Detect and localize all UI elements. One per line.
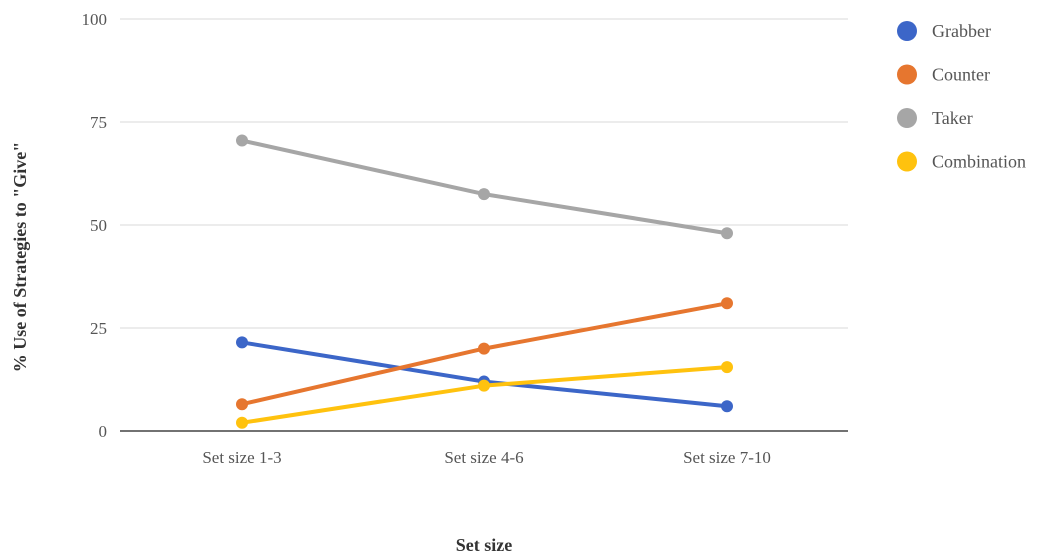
x-tick-label: Set size 1-3 xyxy=(202,448,281,467)
legend-label: Grabber xyxy=(932,21,991,41)
legend-marker xyxy=(897,21,917,41)
legend-item: Combination xyxy=(897,151,1026,172)
y-tick-label: 25 xyxy=(90,319,107,338)
legend-marker xyxy=(897,64,917,85)
data-point xyxy=(236,134,248,147)
y-tick-label: 100 xyxy=(82,10,108,29)
data-point xyxy=(236,336,248,349)
y-tick-label: 0 xyxy=(99,422,108,441)
series-line xyxy=(240,365,729,425)
data-point xyxy=(236,398,248,411)
data-point xyxy=(721,297,733,310)
x-axis-ticks: Set size 1-3 Set size 4-6 Set size 7-10 xyxy=(202,448,771,467)
series-combination xyxy=(236,361,733,429)
legend-marker xyxy=(897,108,917,128)
gridlines xyxy=(120,18,848,329)
legend-label: Taker xyxy=(932,108,973,128)
y-axis-title: % Use of Strategies to "Give" xyxy=(10,142,30,372)
data-point xyxy=(478,188,490,201)
data-point xyxy=(236,416,248,429)
data-point xyxy=(478,342,490,355)
series-taker xyxy=(236,134,733,240)
data-point xyxy=(721,361,733,374)
legend: Grabber Counter Taker Combination xyxy=(897,21,1026,172)
legend-label: Combination xyxy=(932,152,1026,172)
data-point xyxy=(721,227,733,240)
data-point xyxy=(478,379,490,392)
series-counter xyxy=(236,297,733,411)
series-line xyxy=(240,138,729,236)
series-group xyxy=(236,134,733,429)
legend-marker xyxy=(897,151,917,172)
y-tick-label: 75 xyxy=(90,113,107,132)
x-tick-label: Set size 7-10 xyxy=(683,448,771,467)
data-point xyxy=(721,400,733,413)
legend-label: Counter xyxy=(932,65,990,85)
x-axis-title: Set size xyxy=(456,535,512,555)
x-tick-label: Set size 4-6 xyxy=(444,448,523,467)
legend-item: Grabber xyxy=(897,21,991,41)
legend-item: Taker xyxy=(897,108,973,128)
y-axis-ticks: 0 25 50 75 100 xyxy=(82,10,108,441)
legend-item: Counter xyxy=(897,64,990,85)
y-tick-label: 50 xyxy=(90,216,107,235)
